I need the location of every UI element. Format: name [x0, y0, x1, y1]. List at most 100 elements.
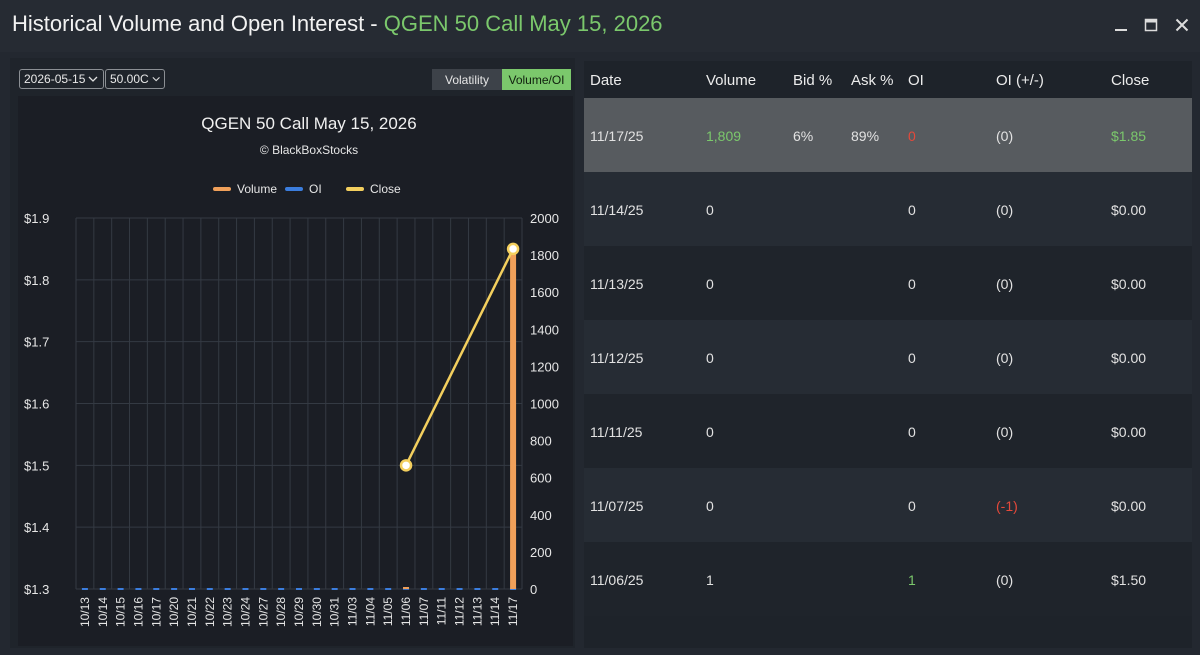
- expiration-select-value: 2026-05-15: [24, 72, 86, 86]
- table-row[interactable]: 11/14/25 0 0 (0) $0.00: [584, 172, 1192, 246]
- title-bar: Historical Volume and Open Interest - QG…: [0, 0, 1200, 52]
- header-volume[interactable]: Volume: [706, 72, 757, 89]
- right-axis-tick: 600: [530, 471, 552, 486]
- x-axis-tick: 10/24: [238, 597, 252, 627]
- window-title-contract: QGEN 50 Call May 15, 2026: [383, 11, 663, 36]
- header-oi[interactable]: OI: [908, 72, 924, 89]
- cell-close: $0.00: [1111, 424, 1147, 440]
- cell-oi-change: (-1): [996, 498, 1018, 514]
- chart-panel: 2026-05-15 50.00C Volatility Volume/OI Q…: [10, 58, 575, 648]
- maximize-button[interactable]: [1140, 14, 1162, 36]
- header-date[interactable]: Date: [590, 72, 622, 89]
- cell-date: 11/06/25: [590, 572, 644, 588]
- x-axis-tick: 11/04: [363, 597, 377, 626]
- left-axis-tick: $1.8: [24, 273, 49, 288]
- x-axis-tick: 10/29: [292, 597, 306, 627]
- table-header: Date Volume Bid % Ask % OI OI (+/-) Clos…: [584, 61, 1192, 98]
- close-button[interactable]: [1171, 14, 1193, 36]
- cell-close: $0.00: [1111, 350, 1147, 366]
- left-axis-tick: $1.7: [24, 335, 49, 350]
- volume-bar: [403, 587, 410, 589]
- cell-oi: 0: [908, 276, 916, 292]
- right-axis-tick: 800: [530, 434, 552, 449]
- right-axis-tick: 1000: [530, 397, 559, 412]
- cell-oi-change: (0): [996, 202, 1014, 218]
- cell-close: $1.85: [1111, 128, 1147, 144]
- cell-ask: 89%: [851, 128, 880, 144]
- volume-bar: [510, 253, 517, 590]
- cell-oi-change: (0): [996, 276, 1014, 292]
- x-axis-tick: 11/14: [488, 597, 502, 626]
- window-title: Historical Volume and Open Interest - QG…: [12, 11, 663, 37]
- cell-volume: 1: [706, 572, 714, 588]
- cell-volume: 0: [706, 498, 714, 514]
- cell-close: $0.00: [1111, 202, 1147, 218]
- left-axis-tick: $1.4: [24, 520, 49, 535]
- table-row[interactable]: 11/06/25 1 1 (0) $1.50: [584, 542, 1192, 616]
- x-axis-tick: 11/07: [417, 597, 431, 626]
- x-axis-tick: 11/06: [399, 597, 413, 626]
- right-axis-tick: 2000: [530, 211, 559, 226]
- volume-oi-tab[interactable]: Volume/OI: [502, 69, 571, 90]
- minimize-button[interactable]: [1110, 14, 1132, 36]
- cell-oi-change: (0): [996, 424, 1014, 440]
- minimize-icon: [1115, 29, 1127, 31]
- cell-close: $0.00: [1111, 498, 1147, 514]
- cell-date: 11/07/25: [590, 498, 644, 514]
- x-axis-tick: 10/13: [78, 597, 92, 627]
- legend-swatch: [346, 187, 364, 191]
- x-axis-tick: 11/17: [506, 597, 520, 626]
- table-row[interactable]: 11/12/25 0 0 (0) $0.00: [584, 320, 1192, 394]
- expiration-select[interactable]: 2026-05-15: [19, 69, 104, 89]
- close-line: [404, 248, 515, 466]
- x-axis-tick: 10/23: [221, 597, 235, 627]
- cell-date: 11/11/25: [590, 424, 643, 440]
- left-axis-tick: $1.5: [24, 458, 49, 473]
- cell-date: 11/13/25: [590, 276, 644, 292]
- cell-volume: 1,809: [706, 128, 742, 144]
- chart-subtitle: © BlackBoxStocks: [260, 143, 358, 157]
- history-table: Date Volume Bid % Ask % OI OI (+/-) Clos…: [584, 61, 1192, 648]
- volatility-tab[interactable]: Volatility: [432, 69, 502, 90]
- x-axis-tick: 10/17: [149, 597, 163, 627]
- close-point: [399, 459, 413, 472]
- right-axis-tick: 0: [530, 582, 537, 597]
- x-axis-tick: 11/12: [453, 597, 467, 626]
- cell-oi: 0: [908, 350, 916, 366]
- legend-label: Close: [370, 182, 401, 196]
- x-axis-tick: 10/14: [96, 597, 110, 627]
- chevron-down-icon: [152, 76, 160, 82]
- table-row[interactable]: 11/11/25 0 0 (0) $0.00: [584, 394, 1192, 468]
- strike-select[interactable]: 50.00C: [105, 69, 165, 89]
- volume-oi-chart: QGEN 50 Call May 15, 2026 © BlackBoxStock…: [18, 96, 573, 646]
- cell-oi: 0: [908, 498, 916, 514]
- close-point: [506, 242, 520, 256]
- cell-volume: 0: [706, 424, 714, 440]
- cell-close: $0.00: [1111, 276, 1147, 292]
- header-bid[interactable]: Bid %: [793, 72, 833, 89]
- left-axis-tick: $1.3: [24, 582, 49, 597]
- header-close[interactable]: Close: [1111, 72, 1150, 89]
- table-row[interactable]: 11/07/25 0 0 (-1) $0.00: [584, 468, 1192, 542]
- x-axis-tick: 10/31: [328, 597, 342, 627]
- header-oi-change[interactable]: OI (+/-): [996, 72, 1044, 89]
- right-axis-tick: 400: [530, 508, 552, 523]
- table-row[interactable]: 11/17/25 1,809 6% 89% 0 (0) $1.85: [584, 98, 1192, 172]
- strike-select-value: 50.00C: [110, 72, 149, 86]
- right-axis-tick: 1200: [530, 359, 559, 374]
- x-axis-tick: 10/16: [131, 597, 145, 627]
- header-ask[interactable]: Ask %: [851, 72, 894, 89]
- table-row[interactable]: 11/13/25 0 0 (0) $0.00: [584, 246, 1192, 320]
- cell-oi-change: (0): [996, 572, 1014, 588]
- right-axis-tick: 1400: [530, 322, 559, 337]
- cell-oi: 0: [908, 202, 916, 218]
- x-axis-tick: 11/11: [435, 597, 449, 626]
- right-axis-tick: 1600: [530, 285, 559, 300]
- cell-date: 11/12/25: [590, 350, 644, 366]
- close-icon: [1175, 18, 1189, 32]
- x-axis-tick: 10/30: [310, 597, 324, 627]
- left-axis-tick: $1.6: [24, 397, 49, 412]
- cell-date: 11/14/25: [590, 202, 644, 218]
- right-axis-tick: 1800: [530, 248, 559, 263]
- x-axis-tick: 10/27: [256, 597, 270, 627]
